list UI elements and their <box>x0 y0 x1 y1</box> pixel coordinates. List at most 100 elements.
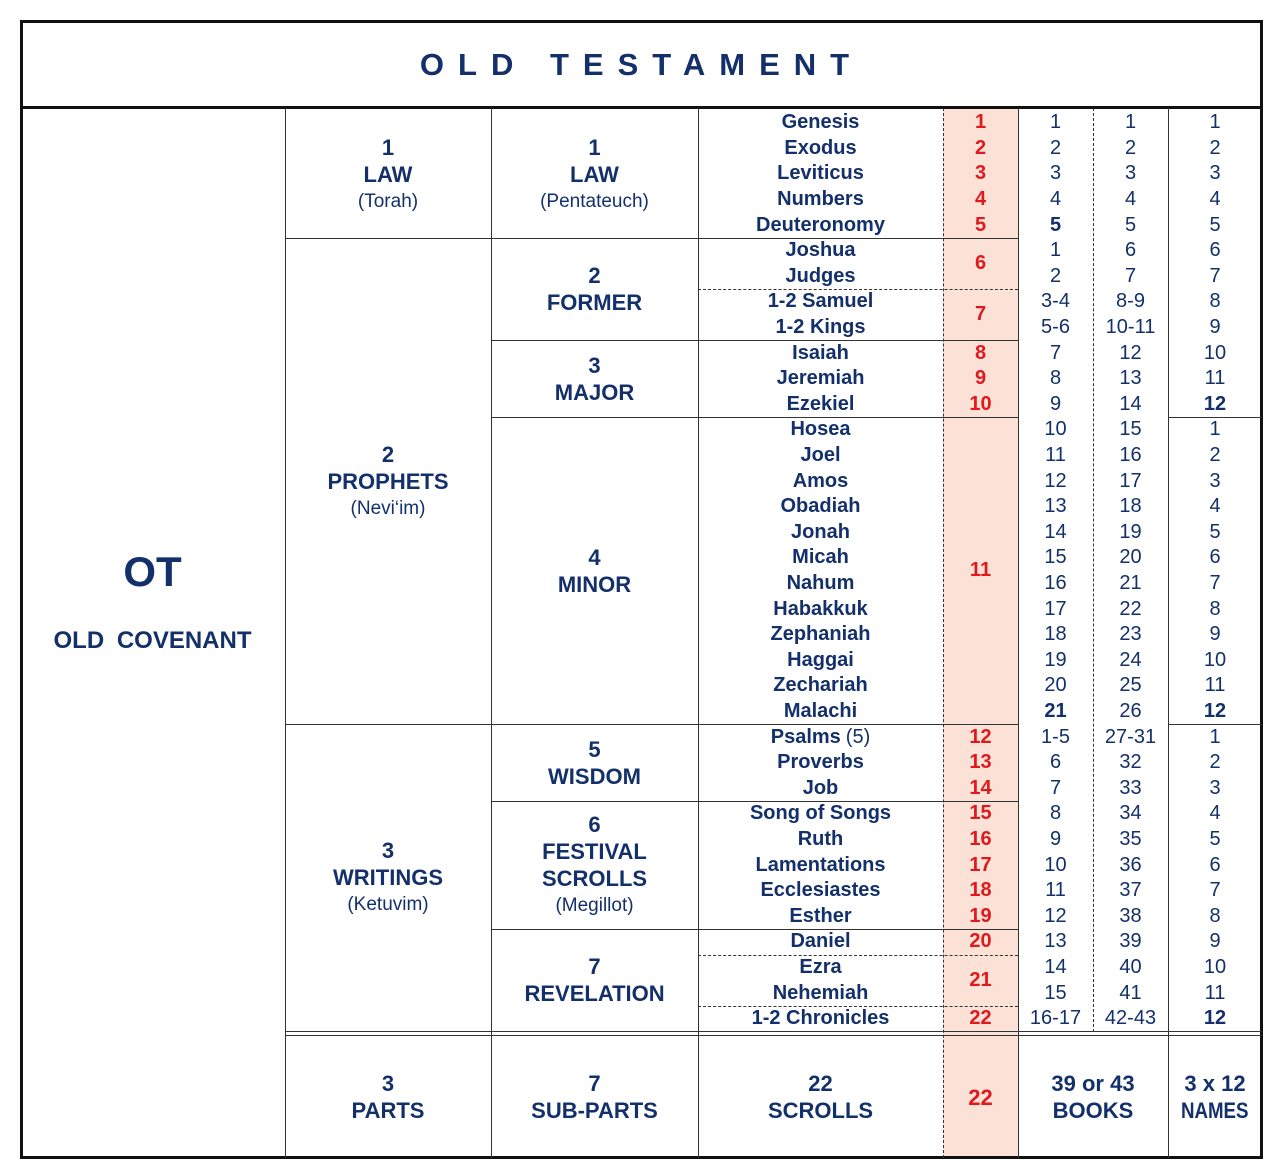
book-name: Ezra <box>799 956 842 979</box>
book-name: 1-2 Chronicles <box>751 1007 890 1030</box>
rule <box>491 417 1018 419</box>
scroll-number: 3 <box>974 162 987 185</box>
ot-number: 37 <box>1119 879 1142 902</box>
book-name: Haggai <box>787 648 854 671</box>
book-name: Zephaniah <box>770 623 871 646</box>
book-row: Judges <box>698 264 943 290</box>
part-subtitle: (Torah) <box>357 190 419 212</box>
part-number: 20 <box>1044 674 1067 697</box>
sub-part-number: 5 <box>588 736 601 762</box>
ot-number: 33 <box>1119 776 1142 799</box>
name-number: 7 <box>1209 264 1221 287</box>
scroll-number: 15 <box>969 802 992 825</box>
scroll-number: 10 <box>969 392 992 415</box>
ot-number: 17 <box>1119 469 1142 492</box>
frame <box>20 20 1263 1159</box>
book-name: Lamentations <box>755 853 886 876</box>
ot-number: 26 <box>1119 700 1142 723</box>
scroll-number: 13 <box>969 751 992 774</box>
ot-number: 20 <box>1119 546 1142 569</box>
sub-part: 6 FESTIVAL SCROLLS (Megillot) <box>491 801 698 929</box>
sub-part: 5 WISDOM <box>491 724 698 801</box>
book-row: Malachi <box>698 699 943 725</box>
footer-cell: 22 <box>943 1036 1018 1158</box>
ot-number: 27-31 <box>1104 725 1157 748</box>
footer-cell: 3 PARTS <box>285 1036 491 1158</box>
ot-number: 35 <box>1119 828 1142 851</box>
name-number: 3 <box>1209 776 1221 799</box>
column-rule <box>698 108 699 1158</box>
part-number: 18 <box>1044 623 1067 646</box>
part-subtitle: (Ketuvim) <box>347 894 429 916</box>
name-number: 4 <box>1209 188 1221 211</box>
name-number: 2 <box>1209 136 1221 159</box>
book-row: 1-2 Samuel <box>698 289 943 315</box>
part-subtitle: (Nevi‘im) <box>350 497 426 519</box>
rule <box>698 954 1018 956</box>
scroll-number: 18 <box>969 879 992 902</box>
footer-label: SCROLLS <box>767 1098 874 1123</box>
ot-number: 21 <box>1119 572 1142 595</box>
sub-part-name: MAJOR <box>554 379 635 405</box>
part-number: 10 <box>1044 418 1067 441</box>
part-number: 9 <box>1049 828 1062 851</box>
part-number: 3 <box>1049 162 1062 185</box>
book-row: Zephaniah <box>698 622 943 648</box>
ot-number: 1 <box>1124 111 1137 134</box>
scroll-cell: 2 <box>943 136 1018 162</box>
part-number: 4 <box>1049 188 1062 211</box>
footer-number: 39 or 43 <box>1051 1071 1135 1096</box>
part-number: 15 <box>1044 546 1067 569</box>
book-name: Nahum <box>786 572 855 595</box>
name-number: 1 <box>1209 725 1221 748</box>
name-number: 8 <box>1209 290 1221 313</box>
name-number: 9 <box>1209 930 1221 953</box>
book-name: Judges <box>785 264 856 287</box>
side-abbr: OT <box>123 547 182 595</box>
name-number: 7 <box>1209 572 1221 595</box>
name-number: 10 <box>1203 341 1227 364</box>
scroll-cell: 4 <box>943 187 1018 213</box>
book-name: Ruth <box>797 828 844 851</box>
part-number: 7 <box>1049 341 1062 364</box>
sub-part-name: FESTIVAL SCROLLS <box>541 839 648 892</box>
column-rule <box>943 108 944 1158</box>
rule <box>491 801 1018 803</box>
book-name: Esther <box>789 904 852 927</box>
part-number: 1 <box>1049 239 1062 262</box>
book-name: Amos <box>792 469 849 492</box>
scroll-cell: 12 <box>943 724 1018 750</box>
book-name: Daniel <box>790 930 851 953</box>
rule <box>285 724 1018 726</box>
ot-number: 41 <box>1119 981 1142 1004</box>
rule <box>491 340 1018 342</box>
name-number: 10 <box>1203 956 1227 979</box>
scroll-number: 1 <box>974 111 987 134</box>
ot-number: 38 <box>1119 904 1142 927</box>
sub-part: 1 LAW (Pentateuch) <box>491 110 698 238</box>
part-number: 11 <box>1045 444 1066 467</box>
sub-part-number: 2 <box>588 263 601 289</box>
name-number: 9 <box>1209 623 1221 646</box>
part-number: 8 <box>1049 367 1062 390</box>
name-number: 12 <box>1203 1007 1227 1030</box>
ot-number: 14 <box>1119 392 1142 415</box>
scroll-number: 14 <box>969 776 992 799</box>
ot-number: 32 <box>1119 751 1142 774</box>
name-number: 8 <box>1209 904 1221 927</box>
sub-part-number: 3 <box>588 352 601 378</box>
scroll-cell: 3 <box>943 161 1018 187</box>
book-name: Psalms <box>770 725 841 748</box>
sub-part-name: FORMER <box>546 290 643 316</box>
column-rule <box>1093 108 1094 1032</box>
ot-number: 10-11 <box>1105 316 1156 339</box>
scroll-cell: 14 <box>943 776 1018 802</box>
book-row: Job <box>698 776 943 802</box>
rule <box>285 238 1018 239</box>
scroll-number: 22 <box>969 1007 992 1030</box>
scroll-band <box>943 108 1018 1158</box>
name-number: 4 <box>1209 495 1221 518</box>
book-row: Micah <box>698 545 943 571</box>
part: 1 LAW (Torah) <box>285 110 491 238</box>
part-number: 17 <box>1044 597 1067 620</box>
